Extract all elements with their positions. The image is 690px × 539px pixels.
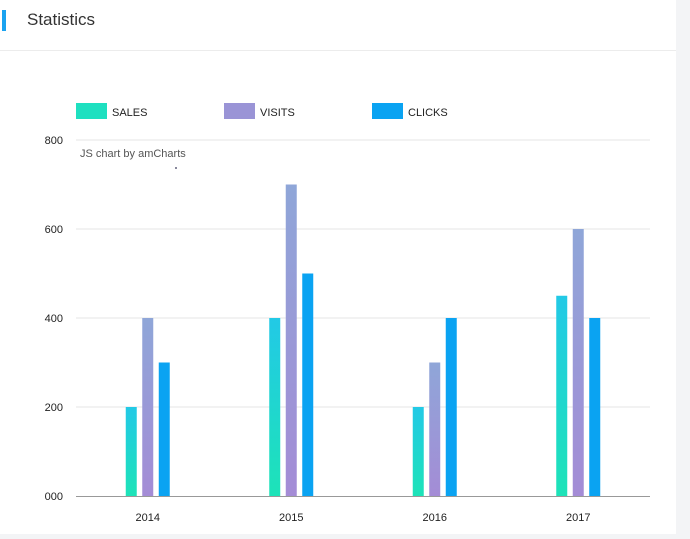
bar-visits-2016[interactable] (429, 362, 441, 497)
bar-clicks-2016[interactable] (445, 318, 457, 496)
y-tick-label: 200 (45, 402, 63, 414)
chart-area: SALES VISITS CLICKS 000 200 400 600 800 2014 20… (0, 51, 676, 534)
bar-sales-2016[interactable] (412, 407, 424, 496)
statistics-card: Statistics SALES VISITS CLICKS 000 200 (0, 0, 676, 534)
legend-label-clicks[interactable]: CLICKS (408, 107, 448, 119)
chart-credit[interactable]: JS chart by amCharts (80, 148, 186, 160)
accent-bar (2, 10, 6, 31)
card-title: Statistics (27, 10, 96, 29)
bar-sales-2014[interactable] (125, 407, 137, 496)
x-tick-label: 2015 (279, 512, 303, 524)
bar-visits-2015[interactable] (285, 184, 297, 497)
x-tick-label: 2017 (566, 512, 590, 524)
bars (125, 184, 601, 497)
credit-dot (175, 167, 177, 169)
y-tick-label: 000 (45, 491, 63, 503)
bar-sales-2017[interactable] (556, 295, 568, 496)
grid-lines (76, 139, 650, 408)
y-tick-label: 400 (45, 313, 63, 325)
bar-sales-2015[interactable] (269, 318, 281, 496)
bar-visits-2017[interactable] (572, 229, 584, 496)
legend-swatch-clicks[interactable] (372, 103, 403, 119)
chart-legend[interactable]: SALES VISITS CLICKS (76, 103, 448, 119)
bar-clicks-2015[interactable] (302, 273, 314, 497)
legend-swatch-visits[interactable] (224, 103, 255, 119)
y-tick-label: 600 (45, 224, 63, 236)
bar-visits-2014[interactable] (142, 318, 154, 496)
bar-clicks-2017[interactable] (589, 318, 601, 496)
y-tick-label: 800 (45, 135, 63, 147)
card-header: Statistics (0, 0, 676, 51)
y-axis: 000 200 400 600 800 (45, 135, 63, 503)
x-axis: 2014 2015 2016 2017 (76, 496, 650, 524)
legend-label-visits[interactable]: VISITS (260, 107, 295, 119)
legend-swatch-sales[interactable] (76, 103, 107, 119)
legend-label-sales[interactable]: SALES (112, 107, 147, 119)
x-tick-label: 2016 (423, 512, 447, 524)
x-tick-label: 2014 (136, 512, 160, 524)
bar-clicks-2014[interactable] (158, 362, 170, 497)
